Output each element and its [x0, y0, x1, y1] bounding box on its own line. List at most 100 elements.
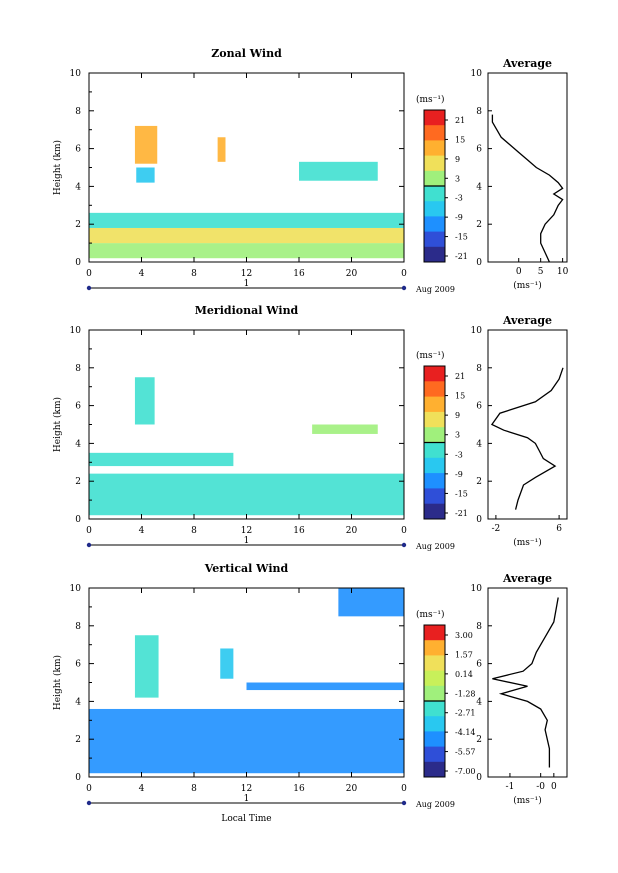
colorbar-swatch-meridional-5: [424, 442, 445, 459]
colorbar-swatch-vertical-6: [424, 716, 445, 732]
ylabel-vertical: Height (km): [52, 655, 63, 710]
heatmap-cell-zonal-0: [89, 243, 404, 259]
ytick-label-meridional-4: 8: [75, 364, 81, 374]
colorbar-swatch-vertical-1: [424, 640, 445, 656]
colorbar-tick-label-zonal-1: 15: [455, 135, 465, 144]
average-line-vertical: [492, 597, 559, 768]
colorbar-tick-label-zonal-5: -9: [455, 213, 463, 222]
average-line-meridional: [490, 367, 564, 510]
heatmap-cell-meridional-0: [89, 473, 404, 516]
average-frame-zonal: [487, 72, 568, 263]
ytick-label-zonal-5: 10: [70, 69, 82, 79]
colorbar-swatch-meridional-3: [424, 411, 445, 428]
ytick-label-zonal-3: 6: [75, 145, 81, 155]
colorbar-swatch-zonal-4: [424, 170, 445, 187]
colorbar-swatch-vertical-7: [424, 731, 445, 748]
ytick-label-zonal-1: 2: [75, 220, 81, 230]
date-label-vertical: Aug 2009: [415, 800, 455, 809]
average-unit-zonal: (ms⁻¹): [513, 280, 542, 291]
colorbar-swatch-zonal-2: [424, 140, 445, 157]
avg-xtick-label-zonal-1: 5: [538, 267, 544, 277]
colorbar-tick-label-vertical-4: -2.71: [455, 709, 476, 718]
avg-ytick-label-vertical-3: 6: [476, 660, 482, 670]
xtick-label-zonal-1: 4: [139, 269, 145, 279]
xtick-label-meridional-2: 8: [191, 526, 197, 536]
colorbar-tick-label-zonal-3: 3: [455, 174, 460, 183]
xtick-label-zonal-2: 8: [191, 269, 197, 279]
colorbar-tick-label-vertical-7: -7.00: [455, 767, 476, 776]
avg-xtick-label-zonal-2: 10: [557, 267, 569, 277]
ytick-label-meridional-3: 6: [75, 402, 81, 412]
heatmap-cell-zonal-6: [299, 161, 378, 181]
ylabel-zonal: Height (km): [52, 140, 63, 195]
colorbar-tick-label-vertical-3: -1.28: [455, 689, 476, 698]
average-unit-meridional: (ms⁻¹): [513, 537, 542, 548]
colorbar-swatch-vertical-4: [424, 685, 445, 702]
colorbar-tick-label-zonal-0: 21: [455, 116, 465, 125]
colorbar-swatch-meridional-8: [424, 488, 445, 505]
xtick-label-zonal-6: 0: [401, 269, 407, 279]
ytick-label-meridional-5: 10: [70, 326, 82, 336]
average-title-meridional: Average: [502, 314, 552, 327]
date-bar-end-vertical: [401, 800, 407, 806]
colorbar-swatch-meridional-0: [424, 366, 445, 382]
avg-xtick-label-vertical-2: 0: [551, 782, 557, 792]
panel-title-meridional: Meridional Wind: [195, 304, 299, 317]
xtick-label-vertical-2: 8: [191, 784, 197, 794]
colorbar-swatch-vertical-9: [424, 761, 445, 778]
xtick-label-vertical-5: 20: [346, 784, 358, 794]
colorbar-swatch-meridional-9: [424, 503, 445, 520]
avg-ytick-label-meridional-5: 10: [471, 326, 483, 336]
xtick-label-zonal-3: 12: [241, 269, 252, 279]
avg-ytick-label-vertical-5: 10: [471, 584, 483, 594]
ytick-label-meridional-2: 4: [75, 439, 81, 449]
colorbar-tick-label-meridional-1: 15: [455, 392, 465, 401]
avg-ytick-label-vertical-1: 2: [476, 735, 482, 745]
heatmap-cell-zonal-4: [136, 167, 155, 183]
ytick-label-zonal-0: 0: [75, 258, 81, 268]
ytick-label-vertical-3: 6: [75, 660, 81, 670]
colorbar-swatch-meridional-4: [424, 427, 445, 443]
colorbar-swatch-zonal-5: [424, 186, 445, 202]
heatmap-cell-zonal-5: [217, 137, 226, 162]
xtick-label-meridional-4: 16: [293, 526, 305, 536]
date-bar-end-meridional: [401, 542, 407, 548]
xtick-label-vertical-3: 12: [241, 784, 252, 794]
average-unit-vertical: (ms⁻¹): [513, 795, 542, 806]
colorbar-swatch-meridional-7: [424, 473, 445, 489]
date-bar-start-zonal: [86, 285, 92, 291]
heatmap-cell-zonal-1: [89, 227, 404, 244]
average-frame-meridional: [487, 329, 568, 520]
xtick-label-vertical-1: 4: [139, 784, 145, 794]
xtick-label-meridional-1: 4: [139, 526, 145, 536]
avg-xtick-label-meridional-0: -2: [492, 524, 501, 534]
ytick-label-meridional-0: 0: [75, 515, 81, 525]
heatmap-cell-vertical-3: [246, 682, 404, 691]
colorbar-tick-label-vertical-0: 3.00: [455, 631, 473, 640]
ytick-label-vertical-5: 10: [70, 584, 82, 594]
ytick-label-zonal-2: 4: [75, 182, 81, 192]
colorbar-swatch-zonal-1: [424, 125, 445, 141]
colorbar-swatch-vertical-5: [424, 701, 445, 717]
avg-ytick-label-zonal-1: 2: [476, 220, 482, 230]
xlabel-local-time: Local Time: [221, 814, 271, 824]
colorbar-swatch-meridional-1: [424, 381, 445, 398]
heatmap-cell-zonal-2: [89, 212, 404, 228]
colorbar-tick-label-meridional-3: 3: [455, 431, 460, 440]
avg-ytick-label-meridional-0: 0: [476, 515, 482, 525]
heatmap-cell-vertical-2: [220, 648, 234, 679]
colorbar-swatch-vertical-0: [424, 625, 445, 641]
avg-ytick-label-vertical-2: 4: [476, 697, 482, 707]
colorbar-tick-label-meridional-4: -3: [455, 450, 463, 459]
avg-xtick-label-meridional-1: 6: [556, 524, 562, 534]
average-frame-vertical: [487, 587, 568, 778]
colorbar-swatch-meridional-6: [424, 457, 445, 474]
colorbar-tick-label-zonal-6: -15: [455, 233, 468, 242]
average-title-zonal: Average: [502, 57, 552, 70]
ytick-label-zonal-4: 8: [75, 107, 81, 117]
xtick-label-vertical-4: 16: [293, 784, 305, 794]
colorbar-tick-label-zonal-7: -21: [455, 252, 468, 261]
panel-title-vertical: Vertical Wind: [204, 562, 289, 575]
colorbar-tick-label-vertical-6: -5.57: [455, 748, 476, 757]
